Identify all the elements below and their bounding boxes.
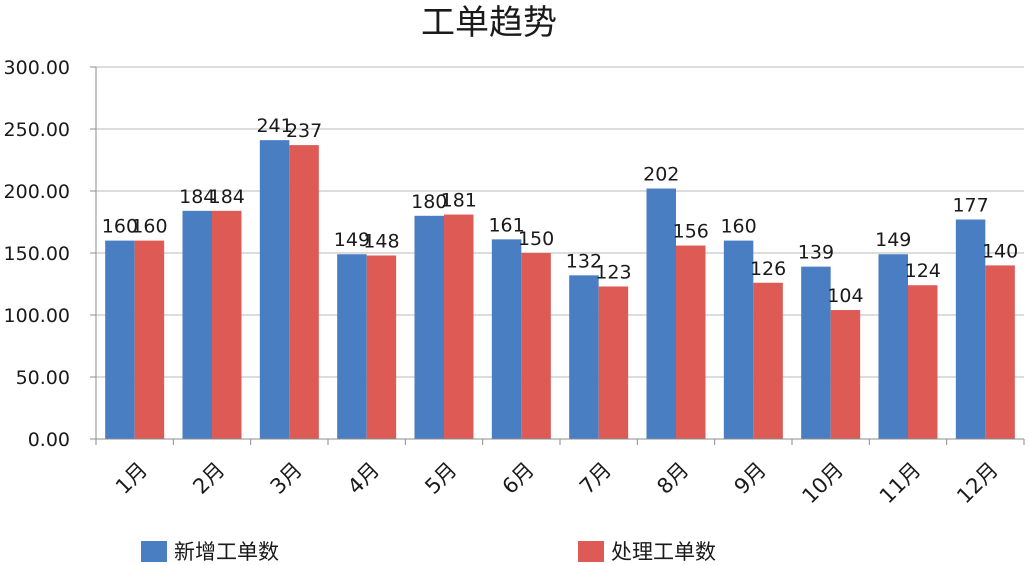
bar-processed bbox=[521, 253, 551, 439]
data-label: 104 bbox=[827, 285, 863, 307]
bar-new bbox=[337, 254, 367, 439]
legend-item: 新增工单数 bbox=[141, 540, 279, 564]
legend-item: 处理工单数 bbox=[578, 540, 716, 564]
data-label: 237 bbox=[286, 120, 322, 142]
y-tick-label: 100.00 bbox=[4, 305, 70, 327]
bar-processed bbox=[676, 245, 706, 439]
y-tick-label: 300.00 bbox=[4, 57, 70, 79]
legend-swatch bbox=[578, 541, 604, 562]
bar-processed bbox=[598, 286, 629, 439]
chart-title: 工单趋势 bbox=[421, 3, 557, 43]
bar-processed bbox=[212, 210, 242, 439]
bar-new bbox=[955, 219, 986, 439]
y-tick-label: 200.00 bbox=[4, 181, 70, 203]
bar-processed bbox=[289, 145, 319, 439]
data-label: 160 bbox=[102, 216, 138, 238]
bar-new bbox=[105, 240, 135, 439]
x-tick-label: 3月 bbox=[266, 458, 307, 499]
data-label: 139 bbox=[798, 242, 834, 264]
data-label: 150 bbox=[518, 228, 554, 250]
data-label: 148 bbox=[363, 230, 399, 252]
legend-label: 处理工单数 bbox=[611, 540, 716, 564]
bar-new bbox=[878, 254, 908, 439]
bar-processed bbox=[366, 255, 397, 439]
x-tick-label: 11月 bbox=[875, 458, 926, 509]
data-label: 140 bbox=[982, 240, 1018, 262]
y-tick-label: 50.00 bbox=[16, 367, 70, 389]
data-label: 161 bbox=[488, 214, 524, 236]
y-axis: 0.00 50.00 100.00 150.00 200.00 250.00 300.00 bbox=[4, 57, 97, 451]
data-label: 160 bbox=[131, 216, 167, 238]
x-tick-label: 6月 bbox=[498, 458, 539, 499]
legend: 新增工单数 处理工单数 bbox=[141, 540, 716, 564]
data-label: 160 bbox=[720, 216, 756, 238]
x-tick-label: 5月 bbox=[420, 458, 461, 499]
x-tick-label: 9月 bbox=[730, 458, 771, 499]
bar-new bbox=[414, 215, 444, 439]
bar-processed bbox=[134, 240, 165, 439]
data-label: 184 bbox=[179, 186, 215, 208]
data-label: 132 bbox=[566, 250, 602, 272]
data-label: 126 bbox=[750, 258, 786, 280]
bars bbox=[105, 140, 1015, 439]
bar-new bbox=[569, 275, 599, 439]
x-tick-label: 2月 bbox=[188, 458, 229, 499]
x-tick-label: 8月 bbox=[652, 458, 693, 499]
data-labels: 1601601841842412371491481801811611501321… bbox=[102, 115, 1018, 307]
data-label: 184 bbox=[209, 186, 245, 208]
x-tick-label: 4月 bbox=[343, 458, 384, 499]
data-label: 149 bbox=[334, 229, 370, 251]
bar-processed bbox=[753, 282, 783, 439]
legend-swatch bbox=[141, 541, 167, 562]
gridlines bbox=[96, 66, 1024, 440]
x-tick-label: 10月 bbox=[797, 458, 848, 509]
bar-new bbox=[259, 140, 290, 439]
data-label: 177 bbox=[952, 195, 988, 217]
bar-new bbox=[646, 188, 676, 439]
bar-new bbox=[723, 240, 754, 439]
data-label: 181 bbox=[441, 190, 477, 212]
bar-new bbox=[182, 210, 212, 439]
bar-processed bbox=[830, 310, 861, 439]
bar-new bbox=[801, 266, 831, 439]
data-label: 202 bbox=[643, 164, 679, 186]
data-label: 149 bbox=[875, 229, 911, 251]
data-label: 180 bbox=[411, 191, 447, 213]
data-label: 241 bbox=[256, 115, 292, 137]
data-label: 123 bbox=[595, 261, 631, 283]
y-tick-label: 250.00 bbox=[4, 119, 70, 141]
x-tick-label: 12月 bbox=[952, 458, 1003, 509]
bar-processed bbox=[985, 265, 1015, 439]
y-tick-label: 0.00 bbox=[28, 429, 70, 451]
data-label: 124 bbox=[905, 260, 941, 282]
bar-processed bbox=[444, 214, 474, 439]
y-tick-label: 150.00 bbox=[4, 243, 70, 265]
x-tick-label: 1月 bbox=[111, 458, 152, 499]
bar-processed bbox=[908, 285, 938, 439]
bar-new bbox=[491, 239, 522, 439]
legend-label: 新增工单数 bbox=[174, 540, 279, 564]
x-axis: 1月 2月 3月 4月 5月 6月 7月 8月 9月 10月 11月 12月 bbox=[95, 438, 1025, 509]
x-tick-label: 7月 bbox=[575, 458, 616, 499]
data-label: 156 bbox=[673, 221, 709, 243]
